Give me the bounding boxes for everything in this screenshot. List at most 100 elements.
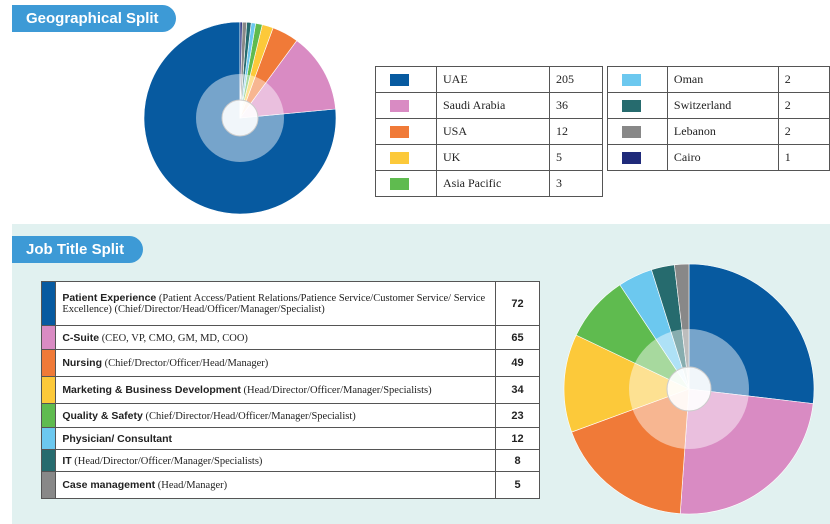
legend-swatch-cell [607, 92, 668, 119]
job-value: 72 [495, 281, 540, 326]
job-title: Marketing & Business Development (Head/D… [55, 376, 497, 404]
job-row: Marketing & Business Development (Head/D… [40, 376, 540, 404]
job-title: Patient Experience (Patient Access/Patie… [55, 281, 497, 326]
job-title-bold: Patient Experience [62, 292, 157, 304]
legend-swatch [390, 178, 409, 191]
job-title-bold: Case management [62, 479, 156, 491]
legend-swatch-cell [375, 170, 437, 197]
legend-value: 36 [549, 92, 603, 119]
job-title: Nursing (Chief/Drector/Officer/Head/Mana… [55, 349, 497, 377]
pie-slice-c-suite [679, 388, 814, 515]
job-swatch [40, 427, 57, 450]
job-title-bold: Marketing & Business Development [62, 384, 241, 396]
job-title-detail: (Chief/Director/Head/Officer/Manager/Spe… [142, 410, 356, 422]
legend-swatch-cell [375, 144, 437, 171]
job-title-detail: (CEO, VP, CMO, GM, MD, COO) [99, 332, 248, 344]
job-title: IT (Head/Director/Officer/Manager/Specia… [55, 449, 497, 472]
job-value: 12 [495, 427, 540, 450]
legend-swatch [390, 100, 409, 113]
job-value: 5 [495, 471, 540, 499]
legend-label: UAE [436, 66, 550, 93]
job-value: 65 [495, 325, 540, 350]
legend-label: Lebanon [666, 118, 779, 145]
pie-center-hole [221, 99, 259, 137]
job-title-bold: C-Suite [62, 331, 100, 344]
job-swatch [40, 325, 57, 350]
geo-right-row: Switzerland 2 [607, 92, 830, 119]
legend-swatch-cell [375, 118, 437, 145]
job-title-detail: (Head/Manager) [155, 480, 228, 491]
job-swatch [40, 376, 57, 404]
job-swatch [40, 403, 57, 428]
legend-swatch [622, 126, 641, 139]
job-row: IT (Head/Director/Officer/Manager/Specia… [40, 449, 540, 472]
geo-section-title: Geographical Split [12, 5, 176, 32]
geo-right-row: Lebanon 2 [607, 118, 830, 145]
geo-left-row: USA 12 [375, 118, 603, 145]
legend-label: USA [436, 118, 550, 145]
job-row: Case management (Head/Manager) 5 [40, 471, 540, 499]
legend-value: 2 [777, 92, 830, 119]
geo-table-left: UAE 205 Saudi Arabia 36 USA 12 UK 5 Asia Pacific… [375, 66, 603, 197]
pie-slice-case-management [674, 263, 690, 390]
job-value: 34 [495, 376, 540, 404]
legend-swatch-cell [375, 66, 437, 93]
job-table: Patient Experience (Patient Access/Patie… [40, 281, 540, 499]
legend-swatch [390, 126, 409, 139]
job-title-detail: (Patient Access/Patient Relations/Patien… [62, 293, 486, 315]
legend-label: Saudi Arabia [436, 92, 550, 119]
job-title-bold: Quality & Safety [62, 409, 143, 422]
geo-pie-chart [143, 21, 337, 215]
job-title: Quality & Safety (Chief/Director/Head/Of… [55, 403, 497, 428]
job-swatch [40, 449, 57, 472]
legend-swatch [390, 152, 409, 165]
job-section-title: Job Title Split [12, 236, 143, 263]
job-swatch [40, 281, 57, 326]
legend-label: Switzerland [666, 92, 779, 119]
job-title-detail: (Head/Director/Officer/Manager/Specialis… [71, 455, 263, 467]
pie-center-hole [666, 366, 712, 412]
geo-right-row: Oman 2 [607, 66, 830, 93]
legend-value: 1 [777, 144, 830, 171]
pie-slice-marketing-business-development [563, 334, 690, 433]
job-swatch [40, 471, 57, 499]
job-swatch [40, 349, 57, 377]
legend-value: 2 [777, 66, 830, 93]
job-value: 23 [495, 403, 540, 428]
legend-label: Cairo [666, 144, 779, 171]
job-row: Patient Experience (Patient Access/Patie… [40, 281, 540, 326]
job-title-detail: (Chief/Drector/Officer/Head/Manager) [101, 358, 269, 369]
job-row: Quality & Safety (Chief/Director/Head/Of… [40, 403, 540, 428]
pie-slice-uae [143, 21, 337, 215]
legend-value: 205 [549, 66, 603, 93]
geo-left-row: Asia Pacific 3 [375, 170, 603, 197]
job-title-bold: Physician/ Consultant [62, 432, 172, 445]
legend-swatch [622, 152, 641, 165]
job-title-detail: (Head/Director/Officer/Manager/Specialis… [240, 385, 432, 396]
geo-left-row: UAE 205 [375, 66, 603, 93]
legend-value: 2 [777, 118, 830, 145]
legend-swatch-cell [375, 92, 437, 119]
geo-left-row: Saudi Arabia 36 [375, 92, 603, 119]
job-title-bold: Nursing [62, 357, 102, 369]
job-value: 49 [495, 349, 540, 377]
geo-left-row: UK 5 [375, 144, 603, 171]
legend-value: 3 [549, 170, 603, 197]
job-title: Case management (Head/Manager) [55, 471, 497, 499]
geo-table-right: Oman 2 Switzerland 2 Lebanon 2 Cairo 1 [607, 66, 830, 171]
pie-slice-patient-experience [688, 263, 815, 404]
job-pie-chart [563, 263, 815, 515]
legend-value: 12 [549, 118, 603, 145]
legend-swatch-cell [607, 66, 668, 93]
geo-right-row: Cairo 1 [607, 144, 830, 171]
job-title-bold: IT [62, 454, 72, 467]
job-row: Physician/ Consultant 12 [40, 427, 540, 450]
job-title: Physician/ Consultant [55, 427, 497, 450]
job-title: C-Suite (CEO, VP, CMO, GM, MD, COO) [55, 325, 497, 350]
legend-swatch [622, 74, 641, 87]
legend-swatch [390, 74, 409, 87]
pie-slice-nursing [571, 388, 690, 515]
legend-swatch [622, 100, 641, 113]
pie-slice-cairo [239, 21, 243, 119]
job-value: 8 [495, 449, 540, 472]
